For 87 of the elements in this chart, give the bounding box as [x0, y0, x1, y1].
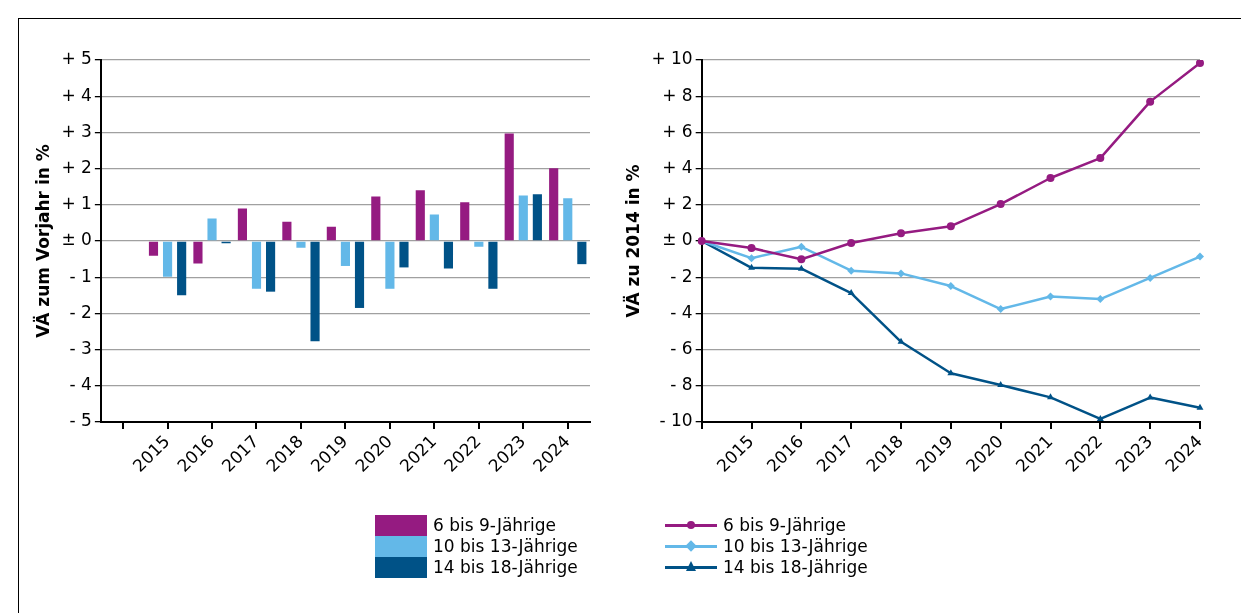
legend-label: 14 bis 18-Jährige — [433, 557, 578, 578]
y-tick-label: - 1 — [69, 265, 92, 286]
legend-label: 6 bis 9-Jährige — [433, 515, 557, 536]
y-tick-label: - 4 — [69, 374, 92, 395]
point — [1196, 60, 1204, 68]
y-tick-label: - 2 — [670, 265, 693, 286]
point — [996, 200, 1005, 209]
point — [1096, 414, 1104, 421]
point — [797, 264, 805, 271]
bar — [429, 214, 439, 241]
bar — [310, 241, 320, 342]
point — [747, 254, 756, 263]
y-axis-title: VÄ zum Vorjahr in % — [31, 144, 53, 338]
bar — [385, 241, 395, 289]
y-tick-label: ± 0 — [662, 229, 693, 250]
y-tick-label: - 10 — [659, 410, 693, 431]
bar — [399, 241, 409, 268]
point — [1146, 97, 1155, 106]
bar — [193, 241, 203, 264]
bar — [266, 241, 276, 292]
y-tick-label: - 2 — [69, 301, 92, 322]
point — [897, 269, 906, 278]
bar — [177, 241, 187, 296]
y-tick-label: - 6 — [670, 338, 693, 359]
legend-label: 14 bis 18-Jährige — [723, 557, 868, 578]
bar — [340, 241, 351, 266]
point — [847, 238, 856, 247]
point — [1096, 154, 1105, 163]
y-tick-label: + 10 — [651, 48, 693, 69]
y-tick-label: - 8 — [670, 374, 693, 395]
legend-label: 6 bis 9-Jährige — [723, 515, 847, 536]
y-tick-label: - 5 — [69, 410, 92, 431]
bar — [532, 194, 542, 241]
y-tick-label: + 3 — [61, 120, 92, 141]
y-tick-label: + 2 — [662, 193, 693, 214]
y-tick-label: + 1 — [61, 193, 92, 214]
point — [748, 263, 755, 270]
bar — [162, 241, 173, 277]
bar — [371, 196, 381, 241]
y-tick-label: ± 0 — [61, 229, 92, 250]
point — [1146, 273, 1155, 282]
point — [947, 369, 955, 376]
bar — [148, 241, 159, 256]
bar — [549, 168, 559, 241]
point — [847, 289, 855, 296]
bar — [577, 241, 587, 265]
bar — [282, 221, 292, 241]
point — [1146, 393, 1154, 400]
point — [797, 255, 806, 264]
point — [897, 229, 906, 238]
y-tick-label: - 4 — [670, 301, 693, 322]
bar — [207, 218, 217, 241]
bar — [488, 241, 498, 289]
point — [1196, 403, 1204, 410]
point — [1046, 292, 1055, 301]
y-tick-label: + 6 — [662, 120, 693, 141]
bar — [460, 202, 470, 241]
point — [797, 242, 806, 251]
point — [996, 305, 1005, 314]
bar — [354, 241, 365, 308]
point — [1096, 295, 1105, 304]
point — [1046, 174, 1055, 183]
y-tick-label: + 2 — [61, 157, 92, 178]
bar — [518, 195, 528, 241]
y-tick-label: + 4 — [662, 157, 693, 178]
bar — [443, 241, 454, 269]
bar — [563, 198, 573, 241]
legend-label: 10 bis 13-Jährige — [433, 536, 578, 557]
bar — [415, 190, 425, 241]
bar — [504, 133, 514, 241]
bar — [237, 208, 247, 241]
bar — [326, 226, 336, 241]
y-tick-label: + 4 — [61, 84, 92, 105]
point — [946, 222, 955, 231]
y-tick-label: + 8 — [662, 84, 693, 105]
point — [946, 282, 955, 291]
bar — [474, 241, 484, 247]
point — [847, 266, 856, 275]
point — [897, 337, 905, 344]
point — [747, 244, 756, 253]
y-tick-label: - 3 — [69, 338, 92, 359]
y-tick-label: + 5 — [61, 48, 92, 69]
y-axis-title: VÄ zu 2014 in % — [621, 164, 643, 318]
bar — [251, 241, 262, 289]
point — [1196, 252, 1204, 261]
bar — [296, 241, 306, 248]
legend-label: 10 bis 13-Jährige — [723, 536, 868, 557]
